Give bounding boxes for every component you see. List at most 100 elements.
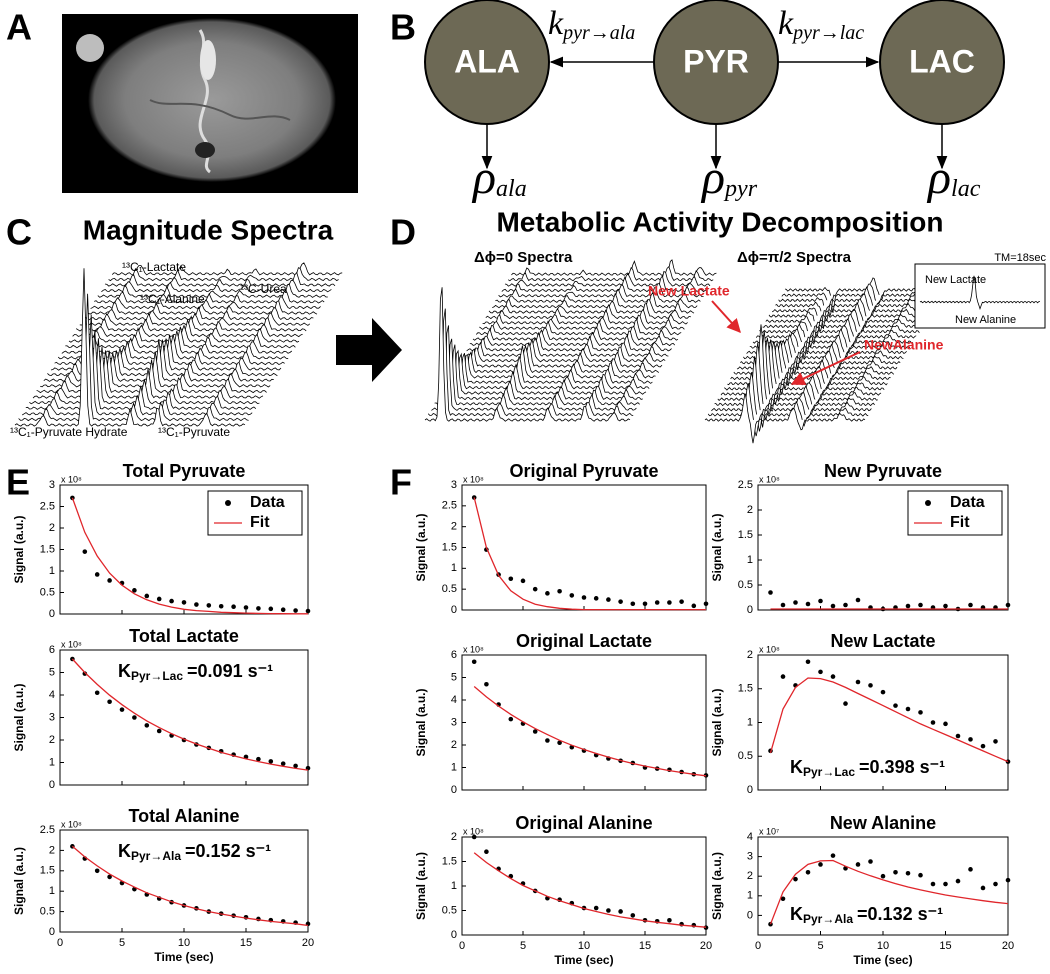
spectrum-trace: [501, 275, 708, 293]
chart-title: New Lactate: [830, 631, 935, 651]
y-axis-label: Signal (a.u.): [414, 688, 428, 756]
legend-box: [907, 490, 1003, 536]
node-label: LAC: [909, 43, 975, 79]
data-point: [471, 834, 477, 840]
data-point: [231, 604, 236, 609]
data-point: [642, 601, 648, 607]
x-tick-label: 20: [302, 937, 314, 949]
data-point: [980, 743, 986, 749]
spectrum-trace: [36, 350, 267, 394]
y-tick-label: 6: [49, 644, 55, 656]
legend-label: Data: [950, 494, 985, 511]
data-point: [581, 595, 587, 600]
data-point: [918, 872, 923, 878]
data-point: [484, 681, 489, 687]
spectrum-trace: [485, 302, 691, 320]
y-tick-label: 2.5: [40, 824, 55, 836]
fit-line: [71, 497, 308, 615]
y-multiplier: x 10⁸: [759, 474, 780, 484]
spectra-title: Metabolic Activity Decomposition: [496, 206, 943, 237]
inset-title: TM=18sec: [994, 252, 1046, 264]
annotation-arrow: [711, 300, 741, 334]
decay-label: ρpyr: [700, 151, 758, 204]
data-point: [703, 601, 709, 607]
spectrum-trace: [463, 337, 669, 357]
data-point: [606, 597, 611, 602]
data-point: [268, 606, 274, 612]
y-multiplier: x 10⁷: [759, 826, 779, 836]
data-point: [955, 878, 961, 884]
y-tick-label: 1.5: [40, 543, 55, 555]
panel-letter: E: [6, 462, 30, 503]
data-point: [630, 913, 636, 918]
data-point: [169, 598, 174, 604]
spectrum-trace: [14, 268, 246, 427]
data-point: [1005, 877, 1011, 883]
data-point: [880, 873, 886, 879]
y-tick-label: 5: [451, 671, 457, 683]
rate-value: =0.132 s⁻¹: [857, 904, 943, 924]
y-tick-label: 3: [49, 479, 55, 491]
rate-annotation: KPyr→Ala =0.132 s⁻¹: [790, 904, 943, 926]
y-tick-label: 1.5: [40, 865, 55, 877]
chart-title: New Alanine: [830, 813, 936, 833]
data-point: [256, 606, 261, 611]
data-point: [818, 669, 823, 675]
y-tick-label: 3: [451, 479, 457, 491]
spectrum-trace: [440, 349, 647, 395]
data-point: [667, 918, 672, 923]
data-point: [1005, 759, 1011, 764]
y-tick-label: 2.5: [40, 500, 55, 512]
data-point: [206, 603, 212, 608]
data-point: [82, 671, 88, 676]
y-tick-label: 0: [747, 909, 753, 921]
x-tick-label: 20: [700, 940, 712, 952]
decay-subscript: lac: [951, 176, 981, 202]
inset-label: New Alanine: [955, 314, 1016, 326]
data-point: [156, 728, 162, 734]
spectrum-trace: [65, 326, 296, 349]
y-tick-label: 1.5: [738, 683, 753, 695]
chart-title: Total Pyruvate: [123, 461, 246, 481]
y-tick-label: 4: [49, 689, 55, 701]
y-tick-label: 2: [747, 504, 753, 516]
spectrum-trace: [61, 330, 293, 354]
spectrum-trace: [434, 338, 640, 406]
y-tick-label: 0.5: [442, 904, 457, 916]
rate-symbol: K: [118, 661, 131, 681]
rate-symbol: K: [790, 904, 803, 924]
data-point: [654, 600, 660, 605]
spectrum-trace: [707, 383, 869, 437]
peak-label: ¹³C₁-Lactate: [122, 260, 186, 274]
x-tick-label: 15: [240, 937, 252, 949]
panel-letter: B: [390, 7, 416, 48]
y-multiplier: x 10⁸: [759, 644, 780, 654]
data-point: [82, 549, 88, 554]
peak-label: ¹³C-Urea: [240, 282, 287, 296]
y-multiplier: x 10⁸: [61, 474, 82, 484]
data-point: [930, 881, 936, 887]
y-tick-label: 6: [451, 649, 457, 661]
y-tick-label: 1.5: [442, 541, 457, 553]
rate-subscript: Pyr→Lac: [803, 765, 855, 779]
data-point: [918, 710, 923, 715]
data-point: [943, 603, 948, 609]
data-point: [181, 600, 187, 605]
data-point: [793, 876, 798, 882]
y-tick-label: 0.5: [40, 586, 55, 598]
y-tick-label: 0: [451, 784, 457, 796]
panel-letter: F: [390, 462, 412, 503]
y-tick-label: 1: [49, 885, 55, 897]
y-axis-label: Signal (a.u.): [414, 513, 428, 581]
rate-symbol: K: [118, 841, 131, 861]
data-point: [855, 862, 861, 867]
spectrum-trace: [21, 314, 253, 416]
decay-subscript: pyr: [723, 176, 758, 202]
inset-trace: [919, 275, 1040, 311]
decay-label: ρala: [471, 151, 527, 204]
inset-label: New Lactate: [925, 274, 986, 286]
plot-frame: [757, 654, 1009, 791]
x-tick-label: 15: [639, 940, 651, 952]
chart-title: Original Pyruvate: [509, 461, 658, 481]
